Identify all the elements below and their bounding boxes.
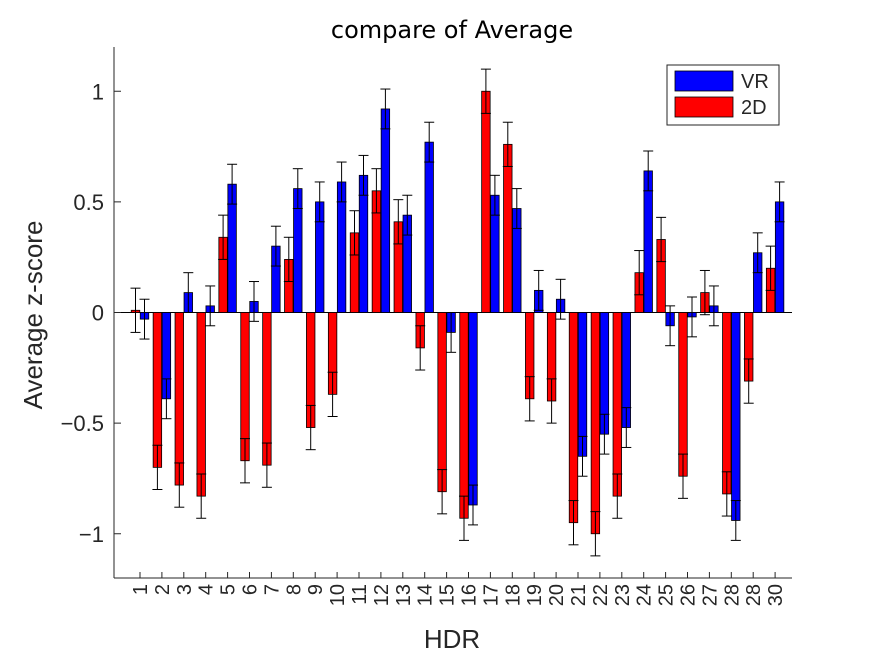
x-tick-label: 26 [678,584,700,606]
x-tick-label: 10 [327,584,349,606]
x-tick-label: 30 [765,584,787,606]
bar-vr [731,312,741,521]
bar-vr [468,312,478,506]
bar-vr [577,312,588,457]
bar-vr [358,174,369,313]
bar-2d [590,312,601,535]
bar-2d [612,312,622,497]
x-tick-label: 15 [437,584,459,606]
x-tick-label: 19 [524,584,546,606]
y-tick-label: 0 [92,301,104,326]
x-tick-label: 28 [721,584,743,606]
x-tick-label: 16 [459,584,481,606]
bar-2d [722,312,732,495]
y-tick-label: 0.5 [73,190,104,215]
x-tick-label: 4 [196,584,218,595]
bar-vr [643,170,653,313]
x-tick-label: 5 [218,584,240,595]
bar-2d [152,312,163,468]
x-tick-label: 18 [502,584,524,606]
x-tick-label: 8 [283,584,305,595]
y-tick-label: −0.5 [61,411,104,436]
x-tick-label: 24 [634,584,656,606]
x-tick-label: 2 [152,584,174,595]
bar-2d [174,312,184,486]
x-tick-label: 17 [480,584,502,606]
bar-2d [678,312,688,477]
y-tick-label: 1 [92,79,104,104]
x-tick-label: 6 [240,584,262,595]
x-axis-label: HDR [424,624,480,654]
bar-2d [196,312,206,497]
x-tick-label: 25 [656,584,678,606]
bar-vr [380,108,391,313]
x-tick-label: 21 [568,584,590,606]
x-tick-label: 14 [415,584,437,606]
x-tick-label: 20 [546,584,568,606]
y-axis-label: Average z-score [18,221,48,410]
x-tick-label: 7 [261,584,283,595]
x-tick-label: 1 [130,584,152,595]
x-tick-label: 22 [590,584,612,606]
bar-2d [568,312,579,524]
bar-2d [459,312,469,519]
plot-area: −1−0.500.511 2 3 4 5 6 7 8 9 10 11 12 13 14 15 16 17 18 19… [61,47,792,606]
legend-swatch-2d [674,96,734,118]
x-tick-label: 9 [305,584,327,595]
legend-swatch-vr [674,70,734,92]
bar-2d [503,143,513,313]
legend-label-2d: 2D [741,97,767,119]
bar-vr [424,141,434,313]
legend: VR 2D [666,64,780,126]
x-tick-label: 28 [743,584,765,606]
chart-title: compare of Average [331,16,573,44]
x-tick-label: 12 [371,584,393,606]
y-tick-label: −1 [79,522,104,547]
bar-2d [262,312,272,466]
bar-2d [437,312,447,493]
bar-2d [481,90,491,313]
x-tick-label: 27 [699,584,721,606]
x-tick-label: 23 [612,584,634,606]
x-tick-label: 13 [393,584,415,606]
x-tick-label: 3 [174,584,196,595]
x-tick-label: 11 [349,584,371,605]
legend-label-vr: VR [741,71,769,93]
